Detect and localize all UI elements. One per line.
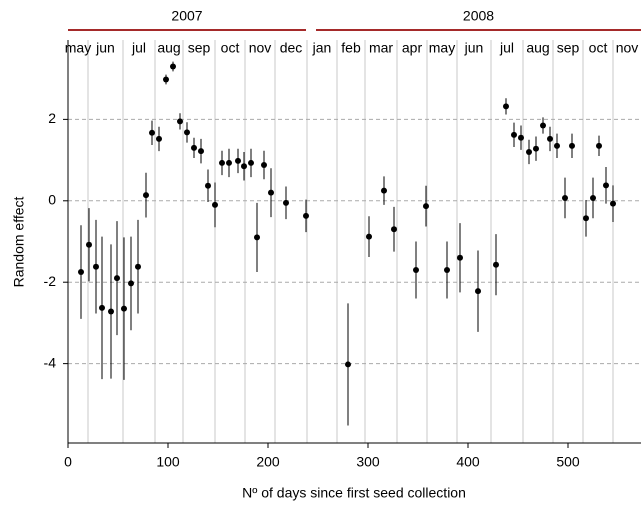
point xyxy=(511,131,517,138)
point xyxy=(248,159,254,166)
month-label: apr xyxy=(402,40,423,56)
month-label: jan xyxy=(312,40,332,56)
point xyxy=(86,241,92,248)
point xyxy=(170,63,176,70)
point xyxy=(226,159,232,166)
y-axis-title: Random effect xyxy=(11,196,27,287)
point xyxy=(235,157,241,164)
point xyxy=(268,189,274,196)
point xyxy=(526,148,532,155)
point xyxy=(108,308,114,315)
point xyxy=(569,142,575,149)
point xyxy=(198,148,204,155)
x-tick-label: 0 xyxy=(64,454,72,470)
point xyxy=(413,266,419,273)
point xyxy=(610,200,616,207)
point xyxy=(205,182,211,189)
point xyxy=(583,215,589,222)
point xyxy=(493,261,499,268)
month-label: oct xyxy=(589,40,608,56)
point xyxy=(381,187,387,194)
month-label: dec xyxy=(280,40,303,56)
month-label: may xyxy=(429,40,455,56)
month-label: sep xyxy=(557,40,580,56)
month-label: jun xyxy=(95,40,115,56)
point xyxy=(135,263,141,270)
month-label: aug xyxy=(157,40,180,56)
x-tick-label: 300 xyxy=(356,454,380,470)
point xyxy=(596,142,602,149)
point xyxy=(241,163,247,170)
month-label: may xyxy=(65,40,91,56)
point xyxy=(177,118,183,125)
point xyxy=(518,134,524,141)
point xyxy=(444,266,450,273)
point xyxy=(254,234,260,241)
point xyxy=(219,159,225,166)
y-tick-label: 0 xyxy=(48,191,56,207)
point xyxy=(366,233,372,240)
point xyxy=(191,144,197,151)
point xyxy=(93,263,99,270)
point xyxy=(163,76,169,83)
point xyxy=(554,142,560,149)
month-label: mar xyxy=(369,40,393,56)
point xyxy=(283,199,289,206)
point xyxy=(391,226,397,233)
x-axis-title: Nº of days since first seed collection xyxy=(242,485,466,501)
point xyxy=(261,161,267,168)
point xyxy=(78,269,84,276)
point xyxy=(156,135,162,142)
point xyxy=(128,280,134,287)
point xyxy=(345,361,351,368)
point xyxy=(475,288,481,295)
month-label: jun xyxy=(464,40,484,56)
point xyxy=(423,203,429,210)
year-label: 2008 xyxy=(463,8,494,24)
month-label: oct xyxy=(221,40,240,56)
point xyxy=(540,122,546,129)
point xyxy=(457,254,463,261)
month-label: sep xyxy=(188,40,211,56)
point xyxy=(121,305,127,312)
month-label: nov xyxy=(249,40,272,56)
x-tick-label: 100 xyxy=(156,454,180,470)
year-label: 2007 xyxy=(171,8,202,24)
point xyxy=(603,182,609,189)
x-tick-label: 400 xyxy=(456,454,480,470)
month-label: jul xyxy=(131,40,146,56)
point xyxy=(562,194,568,201)
point xyxy=(212,201,218,208)
month-label: jul xyxy=(499,40,514,56)
point xyxy=(590,194,596,201)
month-label: nov xyxy=(616,40,639,56)
y-tick-label: 2 xyxy=(48,110,56,126)
point xyxy=(184,129,190,136)
point xyxy=(503,103,509,110)
point xyxy=(114,275,120,282)
x-tick-label: 200 xyxy=(256,454,280,470)
y-tick-label: -4 xyxy=(44,354,57,370)
month-label: feb xyxy=(341,40,361,56)
y-tick-label: -2 xyxy=(44,273,57,289)
point xyxy=(99,304,105,311)
point xyxy=(149,129,155,136)
point xyxy=(547,135,553,142)
month-label: aug xyxy=(526,40,549,56)
point xyxy=(533,145,539,152)
x-tick-label: 500 xyxy=(556,454,580,470)
point xyxy=(303,212,309,219)
point xyxy=(143,192,149,199)
